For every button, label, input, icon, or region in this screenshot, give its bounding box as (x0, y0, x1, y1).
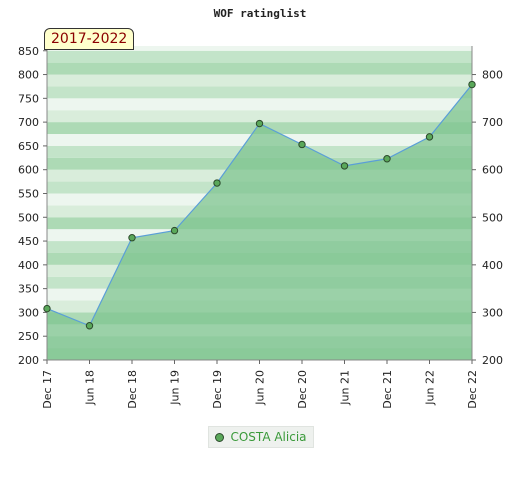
y-tick-label-left: 750 (18, 92, 39, 105)
y-tick-label-left: 350 (18, 283, 39, 296)
chart-title: WOF ratinglist (214, 7, 307, 20)
grid-band (47, 74, 472, 87)
y-tick-label-right: 700 (482, 116, 503, 129)
y-tick-label-right: 400 (482, 259, 503, 272)
x-tick-label: Dec 22 (466, 370, 479, 409)
y-tick-label-left: 800 (18, 69, 39, 82)
x-tick-label: Jun 21 (339, 370, 352, 406)
y-tick-label-left: 300 (18, 306, 39, 319)
data-point[interactable] (340, 162, 349, 170)
y-tick-label-right: 300 (482, 306, 503, 319)
data-point[interactable] (425, 133, 434, 141)
x-tick-label: Jun 22 (424, 370, 437, 406)
grid-band (47, 86, 472, 99)
y-tick-label-right: 200 (482, 354, 503, 367)
data-point[interactable] (128, 234, 136, 242)
data-point[interactable] (468, 80, 476, 89)
y-tick-label-left: 600 (18, 164, 39, 177)
y-tick-label-right: 500 (482, 211, 503, 224)
y-tick-label-right: 800 (482, 69, 503, 82)
legend-label: COSTA Alicia (230, 430, 307, 444)
data-point[interactable] (43, 304, 51, 313)
legend[interactable]: COSTA Alicia (208, 426, 314, 448)
x-tick-label: Dec 17 (41, 370, 54, 409)
y-tick-label-left: 550 (18, 187, 39, 200)
data-point[interactable] (383, 155, 391, 163)
legend-marker (215, 432, 225, 442)
y-tick-label-left: 700 (18, 116, 39, 129)
grid-band (47, 46, 472, 51)
y-tick-label-left: 850 (18, 45, 39, 58)
y-tick-label-left: 200 (18, 354, 39, 367)
x-tick-label: Dec 19 (211, 370, 224, 409)
data-point[interactable] (85, 322, 94, 330)
y-tick-label-left: 400 (18, 259, 39, 272)
x-tick-label: Dec 18 (126, 370, 139, 409)
x-tick-label: Dec 20 (296, 370, 309, 409)
data-point[interactable] (213, 179, 221, 187)
y-tick-label-left: 250 (18, 330, 39, 343)
x-tick-label: Jun 19 (169, 370, 182, 406)
x-tick-label: Jun 20 (254, 370, 267, 406)
data-point[interactable] (298, 140, 306, 149)
grid-band (47, 98, 472, 111)
plot-area: 200 250 300 350 400 450 500 550 600 650 700 750 800 8… (18, 45, 503, 409)
x-tick-label: Dec 21 (381, 370, 394, 409)
data-point[interactable] (170, 226, 179, 235)
grid-band (47, 62, 472, 75)
grid-band (47, 110, 472, 123)
series-area (47, 84, 472, 360)
y-tick-label-right: 600 (482, 164, 503, 177)
y-tick-label-left: 650 (18, 140, 39, 153)
grid-band (47, 50, 472, 63)
y-tick-label-left: 450 (18, 235, 39, 248)
period-badge: 2017-2022 (44, 28, 135, 50)
x-tick-label: Jun 18 (84, 370, 97, 406)
y-tick-label-left: 500 (18, 211, 39, 224)
data-point[interactable] (255, 119, 264, 128)
